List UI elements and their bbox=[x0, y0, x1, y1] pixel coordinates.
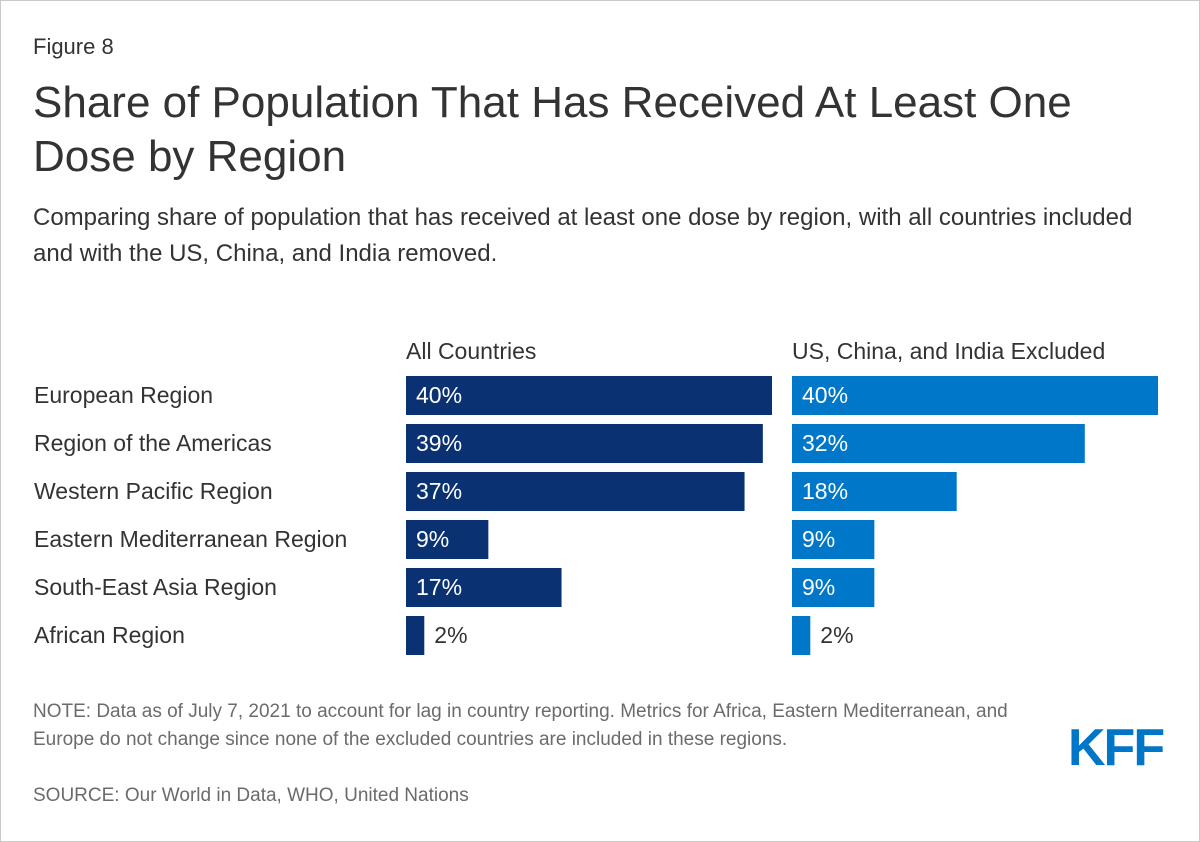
series-header-0: All Countries bbox=[406, 338, 536, 364]
data-label: 37% bbox=[416, 478, 462, 504]
bar bbox=[406, 376, 772, 415]
data-label: 40% bbox=[802, 382, 848, 408]
category-label: Eastern Mediterranean Region bbox=[34, 526, 347, 552]
data-label: 9% bbox=[802, 574, 835, 600]
bar bbox=[792, 520, 875, 559]
category-label: Region of the Americas bbox=[34, 430, 272, 456]
bar bbox=[406, 472, 745, 511]
data-label: 17% bbox=[416, 574, 462, 600]
note-text: NOTE: Data as of July 7, 2021 to account… bbox=[33, 701, 1008, 750]
data-label: 9% bbox=[416, 526, 449, 552]
data-label: 2% bbox=[820, 622, 853, 648]
data-label: 32% bbox=[802, 430, 848, 456]
bar bbox=[406, 520, 489, 559]
chart-title: Share of Population That Has Received At… bbox=[33, 78, 1072, 181]
chart-subtitle: Comparing share of population that has r… bbox=[33, 204, 1133, 267]
series-header-1: US, China, and India Excluded bbox=[792, 338, 1105, 364]
bar bbox=[406, 568, 562, 607]
category-label: African Region bbox=[34, 622, 185, 648]
category-label: European Region bbox=[34, 382, 213, 408]
data-label: 39% bbox=[416, 430, 462, 456]
bar bbox=[406, 616, 425, 655]
data-label: 40% bbox=[416, 382, 462, 408]
bar-chart: All Countries US, China, and India Exclud… bbox=[34, 338, 1158, 655]
figure-label: Figure 8 bbox=[33, 34, 114, 59]
bar bbox=[792, 424, 1085, 463]
bar bbox=[792, 616, 811, 655]
bar bbox=[792, 472, 957, 511]
source-text: SOURCE: Our World in Data, WHO, United N… bbox=[33, 785, 469, 806]
bar bbox=[792, 376, 1158, 415]
data-label: 18% bbox=[802, 478, 848, 504]
bar bbox=[792, 568, 875, 607]
category-label: South-East Asia Region bbox=[34, 574, 277, 600]
kff-logo: KFF bbox=[1068, 719, 1165, 777]
data-label: 9% bbox=[802, 526, 835, 552]
category-label: Western Pacific Region bbox=[34, 478, 273, 504]
data-label: 2% bbox=[434, 622, 467, 648]
bar bbox=[406, 424, 763, 463]
